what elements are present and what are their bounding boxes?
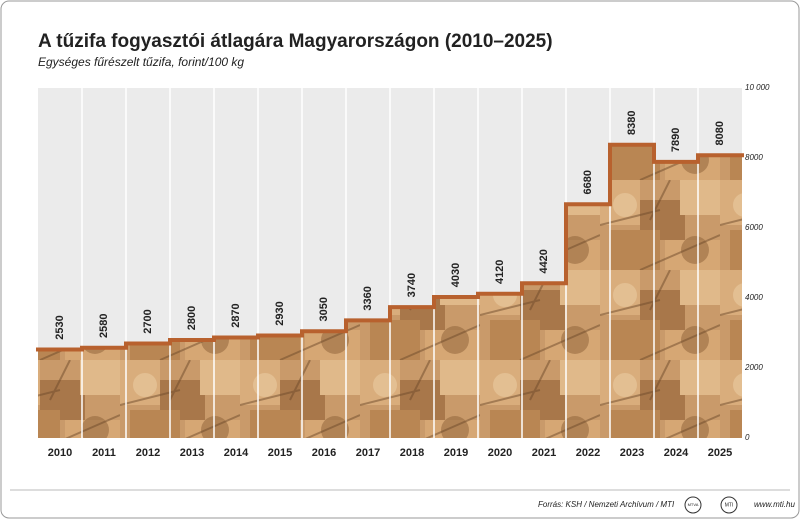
bar [522, 283, 566, 438]
bar [38, 349, 82, 438]
bar [434, 296, 478, 438]
bar [654, 161, 698, 438]
bar [346, 320, 390, 438]
value-label: 8380 [626, 110, 638, 134]
value-label: 3360 [362, 286, 374, 310]
x-tick-label: 2020 [488, 447, 512, 459]
x-tick-label: 2022 [576, 447, 600, 459]
logo-text: MTI [725, 502, 734, 508]
value-label: 2530 [54, 315, 66, 339]
bar [126, 343, 170, 438]
x-tick-label: 2019 [444, 447, 468, 459]
x-tick-label: 2014 [224, 447, 249, 459]
bar [214, 337, 258, 438]
bar [698, 155, 742, 438]
website: www.mti.hu [754, 500, 795, 509]
value-label: 4030 [450, 263, 462, 287]
x-tick-label: 2012 [136, 447, 160, 459]
bar [82, 347, 126, 438]
bar [170, 340, 214, 438]
source: Forrás: KSH / Nemzeti Archívum / MTI [538, 500, 675, 509]
value-label: 3050 [318, 297, 330, 321]
value-label: 6680 [582, 170, 594, 194]
value-label: 2580 [98, 313, 110, 337]
bar [610, 144, 654, 438]
bar [478, 293, 522, 438]
y-tick-label: 6000 [745, 223, 763, 232]
x-tick-label: 2021 [532, 447, 556, 459]
value-label: 4120 [494, 260, 506, 284]
logo [684, 496, 702, 514]
value-label: 8080 [714, 121, 726, 145]
bar [258, 335, 302, 438]
bar [302, 331, 346, 438]
value-label: 4420 [538, 249, 550, 273]
value-label: 2700 [142, 309, 154, 333]
y-tick-label: 10 000 [745, 83, 770, 92]
value-label: 3740 [406, 273, 418, 297]
x-tick-label: 2010 [48, 447, 72, 459]
value-label: 7890 [670, 128, 682, 152]
x-tick-label: 2013 [180, 447, 204, 459]
logo [720, 496, 738, 514]
x-tick-label: 2017 [356, 447, 380, 459]
logo-text: MTVA [688, 502, 699, 507]
bar [390, 307, 434, 438]
x-tick-label: 2015 [268, 447, 292, 459]
value-label: 2870 [230, 303, 242, 327]
x-tick-label: 2018 [400, 447, 424, 459]
x-tick-label: 2024 [664, 447, 689, 459]
bar [566, 204, 610, 438]
y-tick-label: 4000 [745, 293, 763, 302]
value-label: 2800 [186, 306, 198, 330]
y-tick-label: 8000 [745, 153, 763, 162]
x-tick-label: 2011 [92, 447, 116, 459]
y-tick-label: 0 [745, 433, 750, 442]
chart-title: A tűzifa fogyasztói átlagára Magyarorszá… [38, 31, 553, 52]
y-tick-label: 2000 [744, 363, 763, 372]
chart-subtitle: Egységes fűrészelt tűzifa, forint/100 kg [38, 55, 244, 69]
x-tick-label: 2025 [708, 447, 732, 459]
x-tick-label: 2016 [312, 447, 336, 459]
x-tick-label: 2023 [620, 447, 644, 459]
value-label: 2930 [274, 301, 286, 325]
